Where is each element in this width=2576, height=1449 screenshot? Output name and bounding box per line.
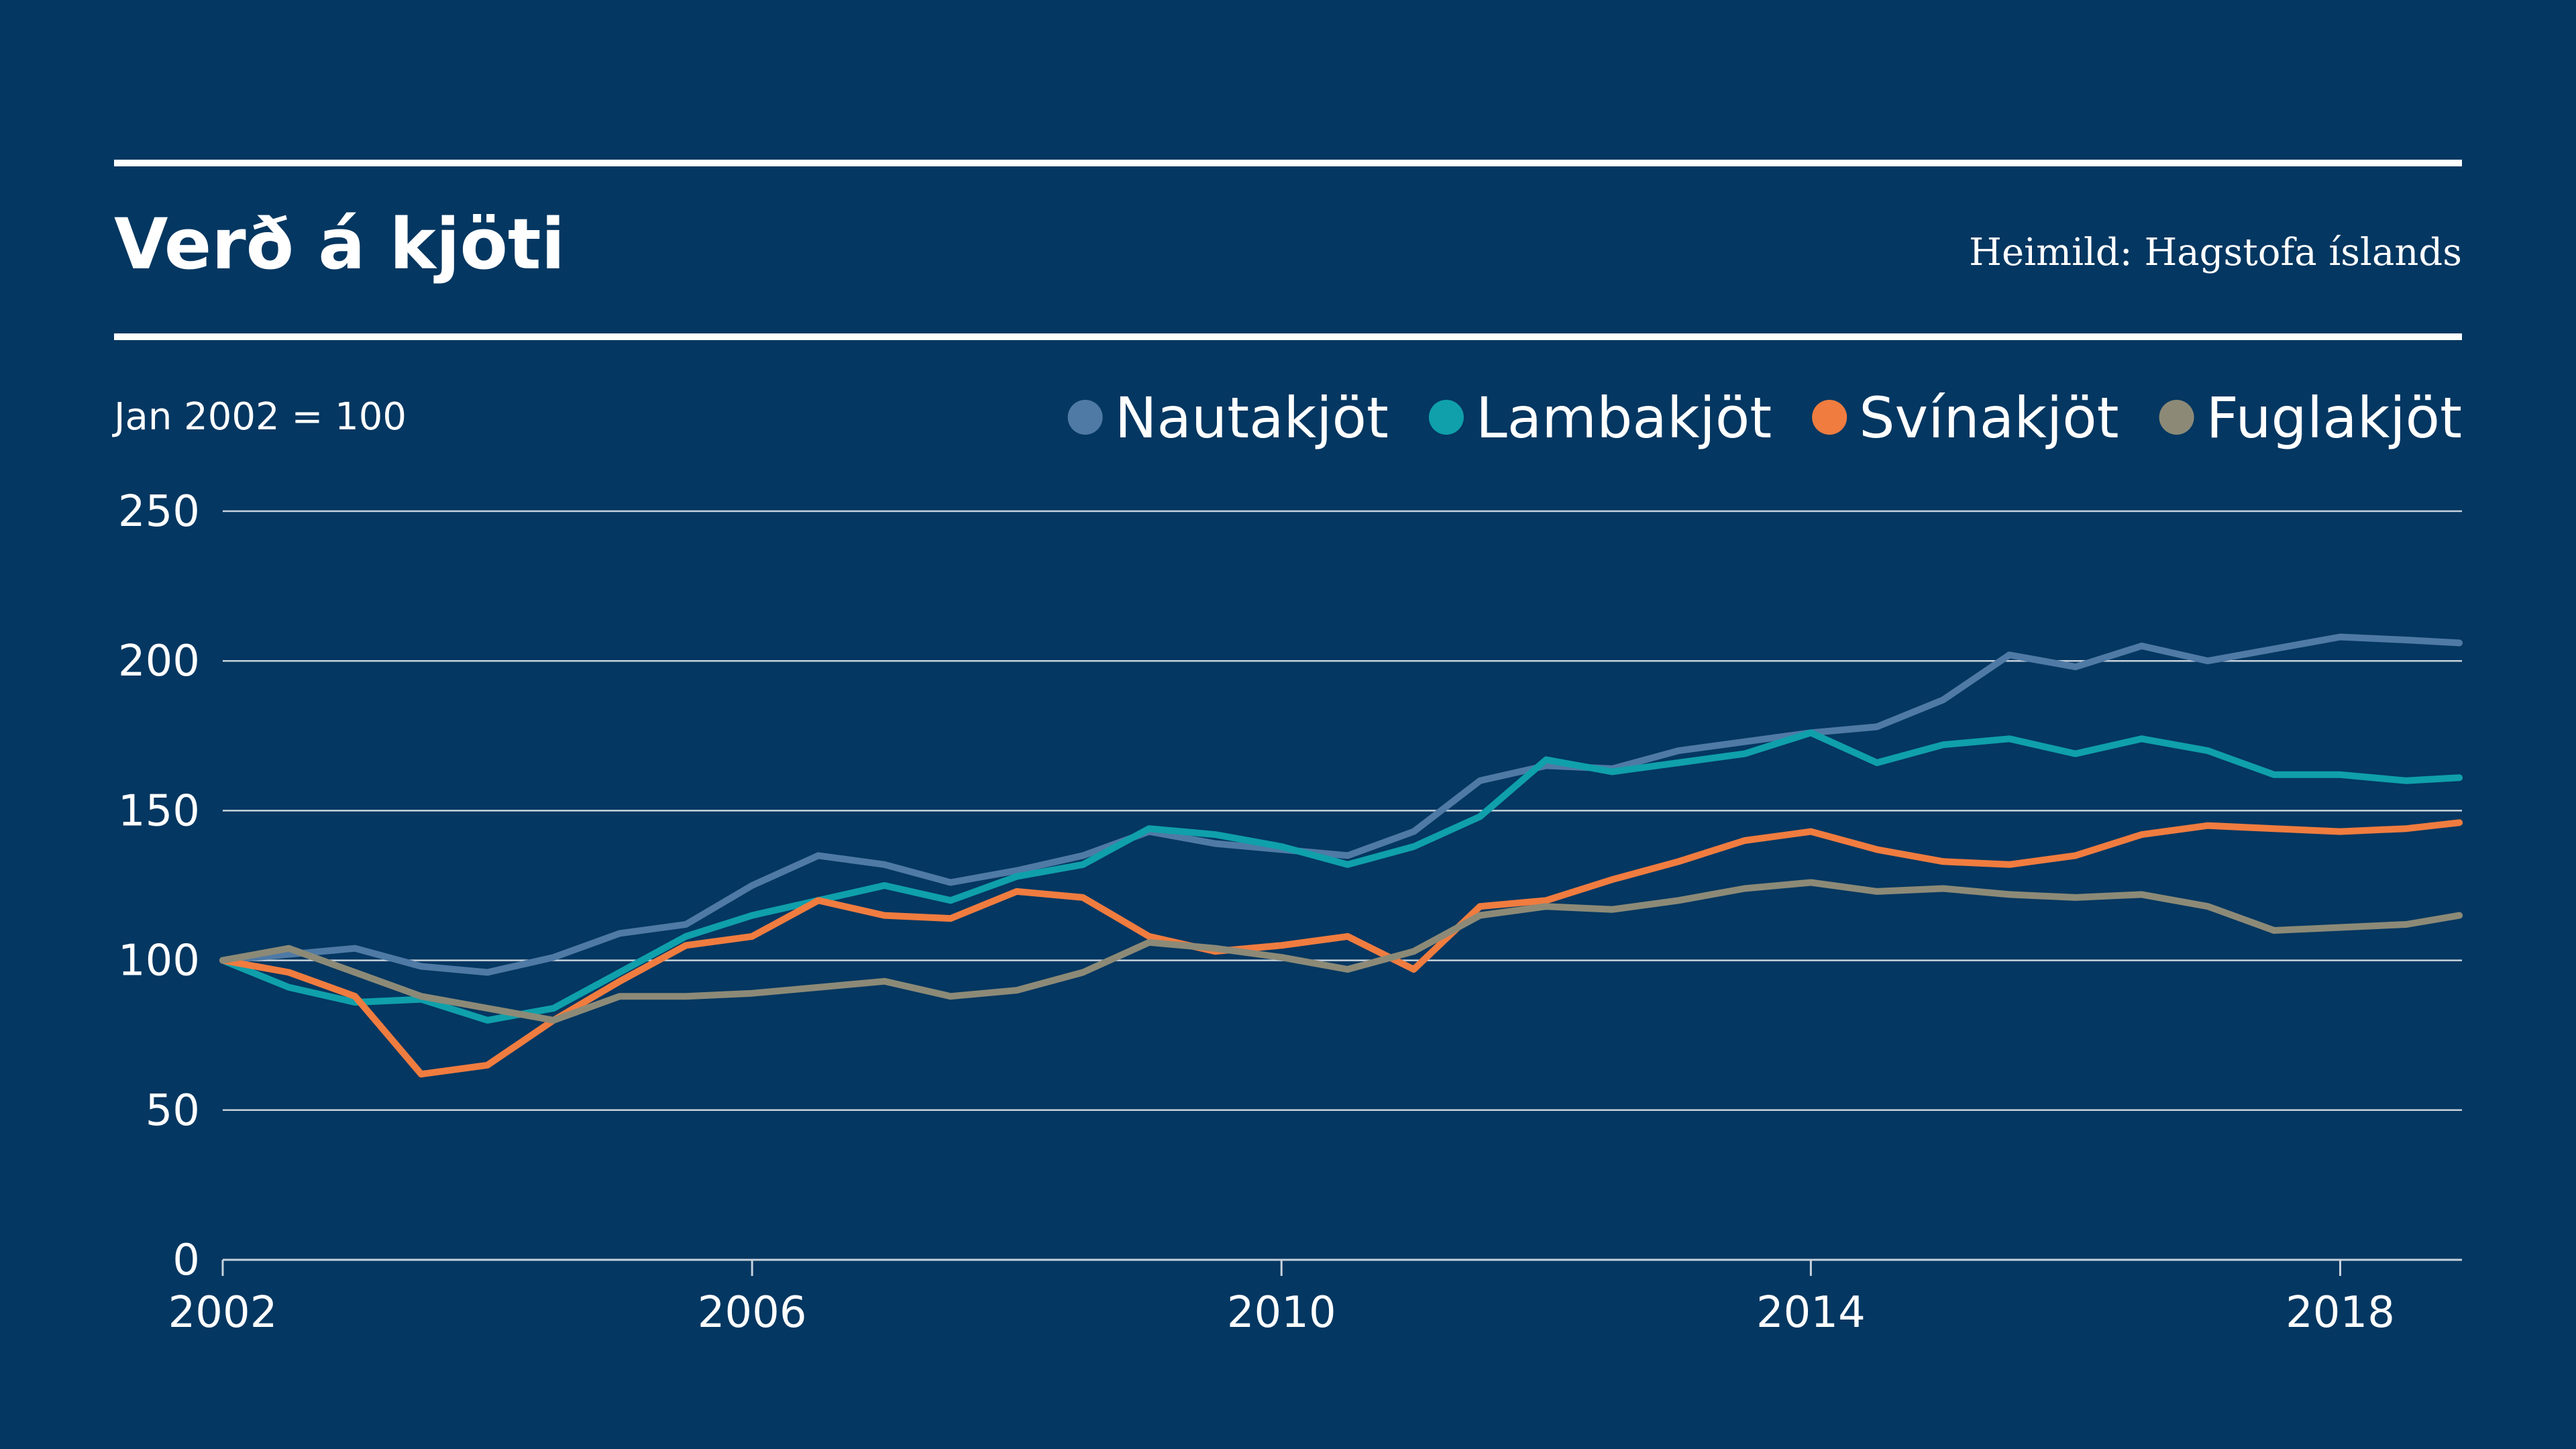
y-tick-label: 50 xyxy=(146,1086,200,1136)
y-tick-label: 100 xyxy=(118,936,200,986)
legend-swatch xyxy=(1428,400,1464,435)
legend-label: Nautakjöt xyxy=(1115,385,1389,451)
y-tick-label: 200 xyxy=(118,637,200,686)
x-tick-label: 2010 xyxy=(1227,1288,1336,1338)
series-line-3 xyxy=(219,879,2463,1024)
x-tick-label: 2018 xyxy=(2286,1288,2395,1338)
x-tick-label: 2002 xyxy=(168,1288,278,1338)
series-group xyxy=(219,633,2463,1078)
y-tick-label: 250 xyxy=(118,487,200,537)
legend-swatch xyxy=(1812,400,1847,435)
y-tick-label: 150 xyxy=(118,786,200,836)
legend-swatch xyxy=(2159,400,2194,435)
legend-label: Svínakjöt xyxy=(1859,385,2118,451)
series-line-0 xyxy=(219,633,2463,976)
legend-label: Fuglakjöt xyxy=(2206,385,2462,451)
legend-label: Lambakjöt xyxy=(1476,385,1772,451)
index-base-note: Jan 2002 = 100 xyxy=(112,395,407,439)
series-line-1 xyxy=(219,729,2463,1024)
x-tick-label: 2014 xyxy=(1756,1288,1866,1338)
legend: Fuglakjöt Svínakjöt Lambakjöt Nautakjöt xyxy=(1067,385,2462,451)
source-note: Heimild: Hagstofa íslands xyxy=(1969,231,2462,274)
series-line-2 xyxy=(219,819,2463,1078)
chart-title: Verð á kjöti xyxy=(114,203,565,285)
x-axis: 2002 2006 2010 2014 2018 xyxy=(168,1258,2462,1338)
y-tick-label: 0 xyxy=(172,1236,200,1285)
y-axis: 0 50 100 150 200 250 xyxy=(118,487,200,1285)
x-tick-label: 2006 xyxy=(698,1288,807,1338)
legend-swatch xyxy=(1067,400,1103,435)
